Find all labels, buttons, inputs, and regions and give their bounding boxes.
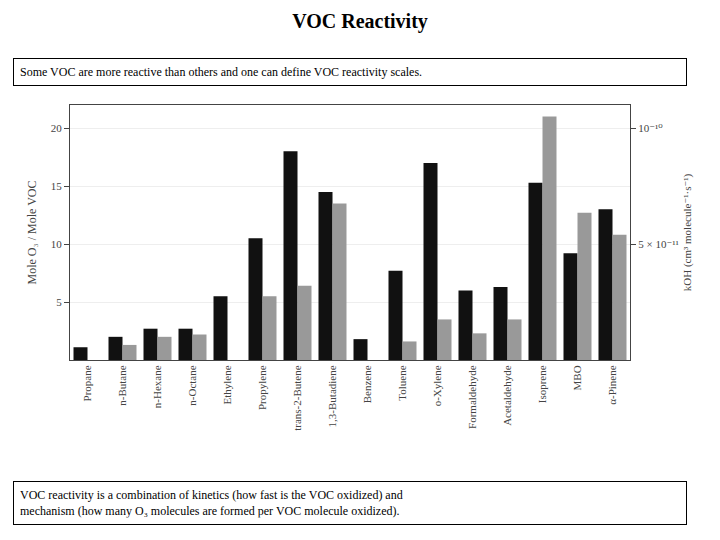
svg-text:n-Octane: n-Octane [186, 365, 198, 405]
svg-text:n-Hexane: n-Hexane [151, 365, 163, 408]
svg-text:Toluene: Toluene [396, 365, 408, 400]
svg-text:1,3-Butadiene: 1,3-Butadiene [326, 365, 338, 427]
svg-text:n-Butane: n-Butane [116, 365, 128, 405]
svg-text:Benzene: Benzene [361, 365, 373, 403]
svg-text:Propylene: Propylene [256, 365, 268, 410]
svg-text:trans-2-Butene: trans-2-Butene [291, 365, 303, 430]
svg-text:kOH (cm³ molecule⁻¹·s⁻¹): kOH (cm³ molecule⁻¹·s⁻¹) [681, 173, 694, 291]
svg-text:5 × 10⁻¹¹: 5 × 10⁻¹¹ [638, 238, 679, 250]
svg-text:Mole O₃ / Mole VOC: Mole O₃ / Mole VOC [25, 181, 39, 285]
svg-text:15: 15 [51, 180, 63, 192]
svg-text:Isoprene: Isoprene [536, 365, 548, 403]
svg-text:20: 20 [51, 122, 63, 134]
svg-text:Propane: Propane [81, 365, 93, 401]
svg-text:o-Xylene: o-Xylene [431, 365, 443, 406]
svg-text:10: 10 [51, 238, 63, 250]
svg-text:α-Pinene: α-Pinene [606, 365, 618, 404]
svg-text:Formaldehyde: Formaldehyde [466, 365, 478, 429]
svg-text:VOC reactivity is a combinatio: VOC reactivity is a combination of kinet… [20, 488, 403, 518]
svg-text:VOC Reactivity: VOC Reactivity [292, 10, 428, 33]
svg-text:MBO: MBO [571, 365, 583, 390]
svg-text:Ethylene: Ethylene [221, 365, 233, 404]
svg-text:10⁻¹⁰: 10⁻¹⁰ [638, 122, 663, 134]
svg-text:5: 5 [56, 296, 62, 308]
svg-text:Acetaldehyde: Acetaldehyde [501, 365, 513, 426]
svg-text:Some VOC are more reactive tha: Some VOC are more reactive than others a… [20, 65, 422, 79]
